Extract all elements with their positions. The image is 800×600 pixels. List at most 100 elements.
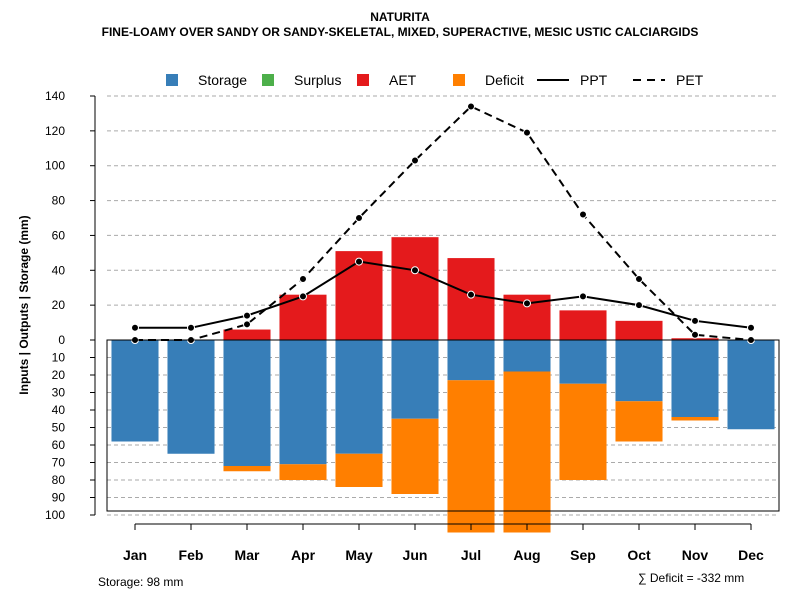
storage-bar [111, 340, 159, 442]
line-layer [131, 102, 755, 344]
deficit-bar [447, 380, 495, 533]
storage-bar [391, 340, 439, 419]
y-tick-label: 100 [45, 508, 65, 522]
aet-bar [391, 237, 439, 340]
storage-bar [167, 340, 215, 454]
pet-line [135, 105, 752, 341]
legend: Storage Surplus AET Deficit PPT PET [166, 72, 704, 88]
grid-lines [107, 95, 779, 516]
x-tick-label: Jan [123, 547, 147, 563]
ppt-point [467, 290, 475, 299]
legend-label-aet: AET [389, 72, 417, 88]
y-tick-label: 60 [52, 228, 66, 242]
deficit-bar [223, 466, 271, 472]
ppt-point [243, 311, 251, 320]
pet-point [467, 102, 475, 111]
legend-label-storage: Storage [198, 72, 247, 88]
y-tick-label: 100 [45, 159, 65, 173]
y-tick-label: 90 [52, 491, 66, 505]
y-tick-label: 30 [52, 386, 66, 400]
y-tick-label: 40 [52, 263, 66, 277]
legend-label-surplus: Surplus [294, 72, 341, 88]
deficit-bar [503, 371, 551, 533]
pet-point [691, 330, 699, 339]
pet-point [523, 128, 531, 137]
ppt-point [131, 323, 139, 332]
x-tick-label: Jul [461, 547, 481, 563]
ppt-point [523, 299, 531, 308]
y-tick-label: 60 [52, 438, 66, 452]
ppt-point [299, 292, 307, 301]
legend-label-ppt: PPT [580, 72, 608, 88]
x-tick-label: Aug [513, 547, 540, 563]
storage-bar [447, 340, 495, 381]
storage-bar [335, 340, 383, 454]
ppt-point [187, 323, 195, 332]
legend-swatch-storage [166, 74, 178, 86]
pet-point [355, 214, 363, 222]
ppt-point [747, 323, 755, 332]
y-tick-label: 10 [52, 351, 66, 365]
ppt-point [411, 266, 419, 275]
deficit-bar [559, 383, 607, 480]
x-tick-label: Mar [235, 547, 260, 563]
aet-bar [335, 251, 383, 340]
x-tick-label: Nov [682, 547, 709, 563]
deficit-bar [279, 464, 327, 480]
deficit-bar [615, 401, 663, 442]
chart-subtitle: FINE-LOAMY OVER SANDY OR SANDY-SKELETAL,… [101, 25, 699, 39]
deficit-bar [391, 418, 439, 494]
ppt-point [635, 301, 643, 310]
legend-swatch-aet [357, 74, 369, 86]
storage-note: Storage: 98 mm [98, 575, 184, 589]
legend-swatch-surplus [262, 74, 274, 86]
x-tick-label: Apr [291, 547, 316, 563]
storage-bar [615, 340, 663, 402]
ppt-line [135, 260, 752, 329]
x-tick-label: Sep [570, 547, 596, 563]
deficit-note: ∑ Deficit = -332 mm [638, 571, 745, 585]
ppt-point [691, 316, 699, 325]
storage-bar [503, 340, 551, 372]
aet-bar [447, 258, 495, 340]
y-tick-label: 20 [52, 368, 66, 382]
y-tick-label: 50 [52, 421, 66, 435]
pet-point [411, 156, 419, 165]
axes: 0 20 40 60 80 100 120 140 10 20 30 40 50 60 70 80 90 100 J… [45, 89, 780, 563]
aet-bar [223, 329, 271, 340]
x-tick-label: Oct [627, 547, 651, 563]
pet-point [243, 320, 251, 329]
storage-bar [727, 340, 775, 430]
legend-swatch-deficit [453, 74, 465, 86]
storage-bar [559, 340, 607, 384]
ppt-point [579, 292, 587, 301]
y-tick-label: 120 [45, 124, 65, 138]
ppt-point [355, 257, 363, 266]
x-tick-label: May [345, 547, 372, 563]
pet-point [579, 210, 587, 219]
x-tick-label: Jun [403, 547, 428, 563]
storage-bar [279, 340, 327, 465]
x-tick-label: Dec [738, 547, 764, 563]
aet-bar [559, 310, 607, 340]
y-tick-label: 0 [58, 333, 65, 347]
chart-title: NATURITA [370, 10, 430, 24]
bar-layer [111, 237, 775, 533]
legend-label-pet: PET [676, 72, 704, 88]
x-tick-label: Feb [179, 547, 204, 563]
y-tick-label: 40 [52, 403, 66, 417]
y-tick-label: 70 [52, 456, 66, 470]
y-tick-label: 80 [52, 194, 66, 208]
pet-point [635, 275, 643, 283]
storage-bar [223, 340, 271, 466]
y-tick-label: 140 [45, 89, 65, 103]
legend-label-deficit: Deficit [485, 72, 524, 88]
y-tick-label: 80 [52, 473, 66, 487]
y-tick-label: 20 [52, 298, 66, 312]
storage-bar [671, 340, 719, 417]
aet-bar [615, 320, 663, 340]
aet-bar [671, 338, 719, 340]
deficit-bar [335, 453, 383, 487]
deficit-bar [671, 417, 719, 421]
